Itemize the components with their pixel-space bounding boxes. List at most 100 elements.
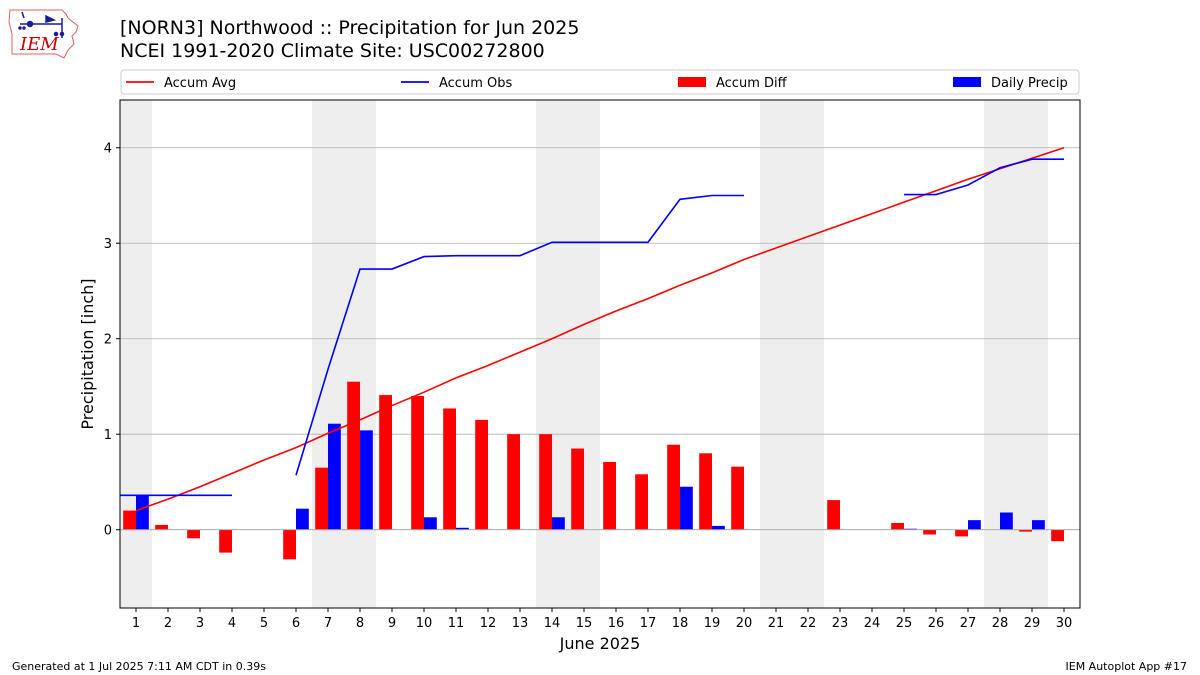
accum-diff-bar xyxy=(923,529,936,535)
x-tick-label: 5 xyxy=(260,616,268,631)
iem-logo-text: IEM xyxy=(20,34,59,55)
accum-diff-bar xyxy=(955,529,968,537)
x-tick-label: 16 xyxy=(608,616,625,631)
accum-diff-bar xyxy=(507,434,520,530)
x-tick-label: 20 xyxy=(736,616,753,631)
y-tick-label: 4 xyxy=(104,142,112,157)
x-tick-label: 12 xyxy=(480,616,497,631)
daily-precip-bar xyxy=(712,525,725,530)
iowa-outline-icon xyxy=(8,9,79,59)
accum-diff-bar xyxy=(475,419,488,530)
x-tick-label: 19 xyxy=(704,616,721,631)
accum-diff-bar xyxy=(699,453,712,530)
x-tick-label: 3 xyxy=(196,616,204,631)
x-tick-label: 10 xyxy=(416,616,433,631)
plot-frame xyxy=(119,99,1081,609)
legend-accum-obs-label: Accum Obs xyxy=(439,76,512,91)
x-tick-label: 22 xyxy=(800,616,817,631)
x-tick-label: 2 xyxy=(164,616,172,631)
legend-accum-diff-swatch xyxy=(678,77,706,87)
legend-daily-precip-swatch xyxy=(953,77,981,87)
iem-logo xyxy=(8,9,79,59)
x-tick-label: 26 xyxy=(928,616,945,631)
x-tick-label: 11 xyxy=(448,616,465,631)
x-tick-label: 6 xyxy=(292,616,300,631)
daily-precip-bar xyxy=(136,495,149,530)
daily-precip-bar xyxy=(968,520,981,530)
accum-diff-bar xyxy=(379,395,392,530)
x-tick-label: 21 xyxy=(768,616,785,631)
accum-diff-bar xyxy=(219,529,232,553)
legend-accum-diff-label: Accum Diff xyxy=(716,76,788,91)
legend-accum-avg-label: Accum Avg xyxy=(164,76,236,91)
accum-diff-bar xyxy=(411,396,424,530)
x-tick-label: 17 xyxy=(640,616,657,631)
legend-box xyxy=(120,69,1080,95)
y-tick-label: 2 xyxy=(104,333,112,348)
accum-diff-bar xyxy=(1019,529,1032,532)
chart-title: [NORN3] Northwood :: Precipitation for J… xyxy=(120,17,580,39)
y-tick-label: 1 xyxy=(104,428,112,443)
weekend-band xyxy=(120,100,152,608)
y-tick-label: 0 xyxy=(104,524,112,539)
x-tick-label: 18 xyxy=(672,616,689,631)
x-tick-label: 13 xyxy=(512,616,529,631)
x-tick-label: 9 xyxy=(388,616,396,631)
daily-precip-bar xyxy=(328,423,341,530)
accum-diff-bar xyxy=(731,466,744,530)
accum-diff-bar xyxy=(283,529,296,560)
accum-avg-line xyxy=(135,146,1065,512)
x-tick-label: 29 xyxy=(1024,616,1041,631)
x-tick-label: 14 xyxy=(544,616,561,631)
x-tick-label: 7 xyxy=(324,616,332,631)
accum-diff-bar xyxy=(667,444,680,530)
x-tick-label: 25 xyxy=(896,616,913,631)
accum-diff-bar xyxy=(539,434,552,530)
accum-diff-bar xyxy=(123,510,136,530)
accum-diff-bar xyxy=(827,500,840,530)
accum-diff-bar xyxy=(315,467,328,530)
legend-daily-precip-label: Daily Precip xyxy=(991,76,1068,91)
app-credit: IEM Autoplot App #17 xyxy=(1065,660,1188,673)
daily-precip-bar xyxy=(424,517,437,530)
accum-diff-bar xyxy=(603,461,616,530)
accum-diff-bar xyxy=(347,381,360,530)
y-axis-label: Precipitation [inch] xyxy=(78,278,97,429)
x-tick-label: 23 xyxy=(832,616,849,631)
accum-diff-bar xyxy=(187,529,200,539)
x-tick-label: 27 xyxy=(960,616,977,631)
daily-precip-bar xyxy=(1000,512,1013,530)
x-axis-label: June 2025 xyxy=(559,634,641,653)
x-tick-label: 8 xyxy=(356,616,364,631)
daily-precip-bar xyxy=(360,430,373,530)
chart-subtitle: NCEI 1991-2020 Climate Site: USC00272800 xyxy=(120,40,545,62)
x-tick-label: 24 xyxy=(864,616,881,631)
x-tick-label: 28 xyxy=(992,616,1009,631)
daily-precip-bar xyxy=(1032,520,1045,530)
accum-diff-bar xyxy=(155,524,168,530)
daily-precip-bar xyxy=(904,528,917,530)
accum-diff-bar xyxy=(571,448,584,530)
daily-precip-bar xyxy=(456,527,469,530)
x-tick-label: 30 xyxy=(1056,616,1073,631)
weekend-band xyxy=(760,100,824,608)
accum-diff-bar xyxy=(1051,529,1064,542)
daily-precip-bar xyxy=(680,486,693,530)
accum-obs-line xyxy=(295,194,744,476)
accum-diff-bar xyxy=(891,523,904,530)
accum-obs-line xyxy=(904,158,1064,196)
accum-diff-bar xyxy=(443,408,456,530)
accum-diff-bar xyxy=(635,474,648,530)
x-tick-label: 4 xyxy=(228,616,236,631)
daily-precip-bar xyxy=(296,508,309,530)
x-tick-label: 1 xyxy=(132,616,140,631)
weekend-band xyxy=(312,100,376,608)
daily-precip-bar xyxy=(552,517,565,530)
weather-instruments-icon xyxy=(18,11,65,38)
generated-timestamp: Generated at 1 Jul 2025 7:11 AM CDT in 0… xyxy=(12,660,266,673)
x-tick-label: 15 xyxy=(576,616,593,631)
weekend-band xyxy=(536,100,600,608)
weekend-band xyxy=(984,100,1048,608)
y-tick-label: 3 xyxy=(104,237,112,252)
